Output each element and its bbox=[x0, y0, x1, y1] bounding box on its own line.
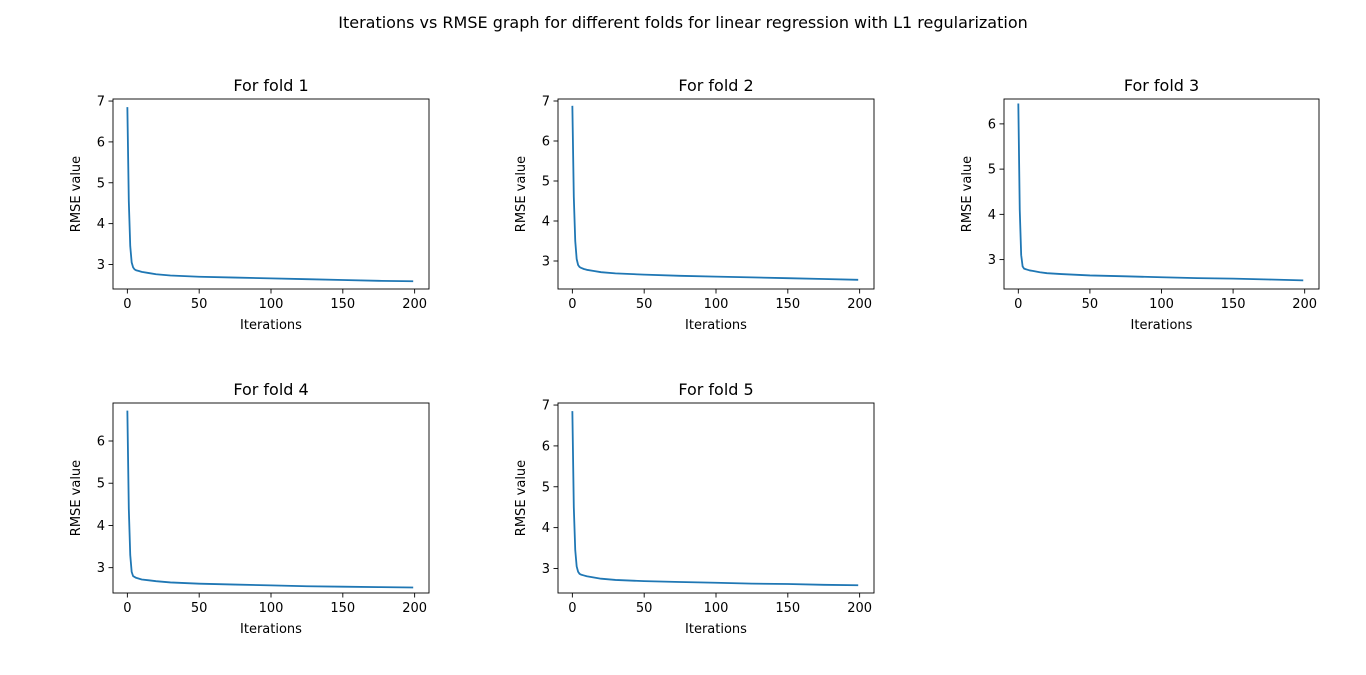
axes-frame bbox=[112, 402, 430, 594]
axes-frame bbox=[557, 402, 875, 594]
x-tick-label: 50 bbox=[1082, 297, 1099, 312]
subplot-title: For fold 5 bbox=[678, 380, 753, 399]
x-tick-label: 100 bbox=[1149, 297, 1174, 312]
subplot-title: For fold 2 bbox=[678, 76, 753, 95]
y-tick-label: 6 bbox=[988, 117, 996, 132]
y-axis-label: RMSE value bbox=[69, 460, 84, 536]
rmse-series-line bbox=[571, 105, 859, 281]
axes-frame bbox=[557, 98, 875, 290]
x-tick-label: 150 bbox=[330, 601, 355, 616]
x-tick-label: 50 bbox=[636, 297, 653, 312]
x-tick-label: 150 bbox=[775, 297, 800, 312]
subplot-title: For fold 3 bbox=[1124, 76, 1199, 95]
y-tick-label: 6 bbox=[542, 135, 550, 150]
y-tick-label: 6 bbox=[97, 135, 105, 150]
y-tick-label: 4 bbox=[542, 215, 550, 230]
subplot-title: For fold 4 bbox=[233, 380, 308, 399]
y-tick-label: 7 bbox=[97, 95, 105, 110]
x-tick-label: 200 bbox=[402, 297, 427, 312]
subplot-title: For fold 1 bbox=[233, 76, 308, 95]
y-tick-label: 6 bbox=[97, 435, 105, 450]
x-tick-label: 0 bbox=[123, 601, 131, 616]
y-tick-label: 3 bbox=[542, 255, 550, 270]
y-tick-label: 7 bbox=[542, 399, 550, 414]
y-axis-label: RMSE value bbox=[514, 460, 529, 536]
x-tick-label: 150 bbox=[775, 601, 800, 616]
rmse-series-line bbox=[126, 107, 414, 283]
rmse-series-line bbox=[1017, 103, 1304, 282]
y-tick-label: 6 bbox=[542, 439, 550, 454]
x-tick-label: 0 bbox=[568, 297, 576, 312]
y-tick-label: 3 bbox=[988, 253, 996, 268]
y-tick-label: 4 bbox=[97, 519, 105, 534]
subplot-fold-5: For fold 5 0 50 100 150 200 3 4 5 6 7 Iterations RMS… bbox=[514, 380, 875, 637]
x-tick-label: 0 bbox=[123, 297, 131, 312]
y-tick-label: 4 bbox=[542, 521, 550, 536]
y-tick-label: 4 bbox=[988, 208, 996, 223]
y-tick-label: 5 bbox=[988, 163, 996, 178]
y-tick-label: 5 bbox=[97, 477, 105, 492]
y-tick-label: 7 bbox=[542, 95, 550, 110]
axes-frame bbox=[112, 98, 430, 290]
y-tick-label: 4 bbox=[97, 217, 105, 232]
x-tick-label: 50 bbox=[636, 601, 653, 616]
figure-suptitle: Iterations vs RMSE graph for different f… bbox=[338, 13, 1028, 32]
x-tick-label: 150 bbox=[330, 297, 355, 312]
y-tick-label: 5 bbox=[97, 176, 105, 191]
rmse-series-line bbox=[126, 410, 414, 589]
subplot-fold-1: For fold 1 0 50 100 150 200 3 4 5 6 7 Iterations RMS… bbox=[69, 76, 430, 333]
x-tick-label: 100 bbox=[259, 297, 284, 312]
rmse-series-line bbox=[571, 411, 859, 587]
subplot-fold-2: For fold 2 0 50 100 150 200 3 4 5 6 7 Iterations RMS… bbox=[514, 76, 875, 333]
x-tick-label: 50 bbox=[191, 601, 208, 616]
x-tick-label: 200 bbox=[402, 601, 427, 616]
x-tick-label: 50 bbox=[191, 297, 208, 312]
y-tick-label: 3 bbox=[97, 258, 105, 273]
y-axis-label: RMSE value bbox=[514, 156, 529, 232]
x-tick-label: 0 bbox=[1014, 297, 1022, 312]
y-tick-label: 3 bbox=[97, 561, 105, 576]
x-tick-label: 100 bbox=[704, 601, 729, 616]
y-axis-label: RMSE value bbox=[960, 156, 975, 232]
x-tick-label: 200 bbox=[847, 297, 872, 312]
x-tick-label: 100 bbox=[704, 297, 729, 312]
y-axis-label: RMSE value bbox=[69, 156, 84, 232]
x-axis-label: Iterations bbox=[1131, 318, 1193, 333]
y-tick-label: 3 bbox=[542, 562, 550, 577]
x-axis-label: Iterations bbox=[240, 622, 302, 637]
y-tick-label: 5 bbox=[542, 480, 550, 495]
x-tick-label: 100 bbox=[259, 601, 284, 616]
x-tick-label: 0 bbox=[568, 601, 576, 616]
axes-frame bbox=[1003, 98, 1320, 290]
x-axis-label: Iterations bbox=[685, 622, 747, 637]
x-tick-label: 200 bbox=[1292, 297, 1317, 312]
x-tick-label: 150 bbox=[1221, 297, 1246, 312]
y-tick-label: 5 bbox=[542, 175, 550, 190]
x-tick-label: 200 bbox=[847, 601, 872, 616]
x-axis-label: Iterations bbox=[685, 318, 747, 333]
x-axis-label: Iterations bbox=[240, 318, 302, 333]
subplot-fold-3: For fold 3 0 50 100 150 200 3 4 5 6 Iterations RMSE… bbox=[960, 76, 1320, 333]
subplot-fold-4: For fold 4 0 50 100 150 200 3 4 5 6 Iterations RMSE… bbox=[69, 380, 430, 637]
